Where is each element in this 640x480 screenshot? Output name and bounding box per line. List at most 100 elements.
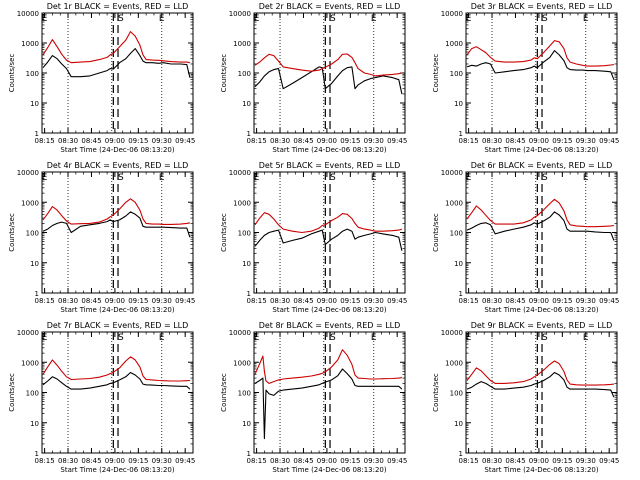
event-marker-label: E	[371, 14, 377, 24]
x-axis-label: Start Time (24-Dec-06 08:13:20)	[272, 306, 386, 314]
event-marker-label: E	[371, 333, 377, 343]
y-axis-label: Counts/sec	[220, 373, 228, 412]
x-tick-label: 09:00	[317, 457, 337, 465]
event-marker-label: S	[118, 333, 124, 343]
x-tick-label: 09:00	[317, 297, 337, 305]
x-axis-label: Start Time (24-Dec-06 08:13:20)	[272, 146, 386, 154]
x-axis-label: Start Time (24-Dec-06 08:13:20)	[60, 146, 174, 154]
plot-title: Det 3r BLACK = Events, RED = LLD	[471, 2, 613, 11]
detector-plot: Det 4r BLACK = Events, RED = LLD 1 10 100 10…	[8, 161, 195, 314]
y-tick-label: 100	[450, 390, 463, 398]
event-marker-label: E	[254, 173, 260, 183]
y-axis-label: Counts/sec	[432, 373, 440, 412]
event-marker-label: E	[159, 14, 165, 24]
event-marker-label: S	[542, 173, 548, 183]
x-tick-label: 09:15	[340, 297, 360, 305]
x-tick-label: 09:15	[128, 297, 148, 305]
x-tick-label: 08:30	[270, 297, 290, 305]
x-axis-label: Start Time (24-Dec-06 08:13:20)	[60, 466, 174, 474]
x-tick-label: 09:45	[175, 297, 195, 305]
y-tick-label: 10000	[441, 169, 463, 177]
x-tick-label: 08:45	[505, 297, 525, 305]
detector-plot: Det 5r BLACK = Events, RED = LLD 1 10 100 10…	[220, 161, 407, 314]
x-tick-label: 08:45	[505, 457, 525, 465]
events-series-line	[466, 211, 615, 241]
x-axis-label: Start Time (24-Dec-06 08:13:20)	[60, 306, 174, 314]
y-tick-label: 10000	[17, 329, 39, 337]
y-axis-label: Counts/sec	[220, 213, 228, 252]
x-tick-label: 08:30	[482, 137, 502, 145]
events-series-line	[466, 371, 615, 398]
x-tick-label: 09:30	[364, 297, 384, 305]
detector-plot: Det 1r BLACK = Events, RED = LLD 1 10 100 10…	[8, 2, 195, 154]
x-tick-label: 09:30	[576, 457, 596, 465]
y-tick-label: 100	[26, 390, 39, 398]
x-tick-label: 08:30	[58, 457, 78, 465]
y-tick-label: 100	[450, 70, 463, 78]
y-tick-label: 10	[242, 260, 251, 268]
detector-plot: Det 6r BLACK = Events, RED = LLD 1 10 100 10…	[432, 161, 619, 314]
x-tick-label: 09:00	[529, 137, 549, 145]
x-tick-label: 09:15	[340, 137, 360, 145]
y-axis-label: Counts/sec	[8, 373, 16, 412]
x-tick-label: 09:00	[105, 297, 125, 305]
events-series-line	[254, 66, 403, 95]
lld-series-line	[254, 349, 402, 384]
y-tick-label: 1000	[445, 199, 463, 207]
x-tick-label: 09:45	[599, 457, 619, 465]
y-tick-label: 10000	[441, 329, 463, 337]
event-marker-label: E	[42, 173, 48, 183]
detector-plot: Det 7r BLACK = Events, RED = LLD 1 10 100 10…	[8, 321, 195, 474]
x-tick-label: 09:15	[552, 457, 572, 465]
event-marker-label: E	[159, 173, 165, 183]
y-tick-label: 10	[30, 260, 39, 268]
lld-series-line	[42, 198, 191, 225]
detector-plot: Det 3r BLACK = Events, RED = LLD 1 10 100 10…	[432, 2, 619, 154]
x-tick-label: 08:15	[459, 297, 479, 305]
plot-title: Det 9r BLACK = Events, RED = LLD	[471, 321, 613, 330]
y-tick-label: 1000	[445, 359, 463, 367]
x-tick-label: 09:00	[529, 297, 549, 305]
events-series-line	[254, 228, 403, 251]
events-series-line	[42, 371, 191, 390]
x-tick-label: 08:15	[459, 457, 479, 465]
x-tick-label: 09:30	[576, 137, 596, 145]
y-tick-label: 1000	[21, 40, 39, 48]
detector-plot: Det 2r BLACK = Events, RED = LLD 1 10 100 10…	[220, 2, 407, 154]
x-tick-label: 08:15	[35, 457, 55, 465]
x-tick-label: 08:15	[35, 137, 55, 145]
x-tick-label: 08:30	[58, 137, 78, 145]
event-marker-label: E	[371, 173, 377, 183]
y-tick-label: 100	[26, 230, 39, 238]
x-tick-label: 09:45	[599, 137, 619, 145]
y-axis-label: Counts/sec	[432, 54, 440, 93]
x-tick-label: 09:45	[599, 297, 619, 305]
plot-title: Det 2r BLACK = Events, RED = LLD	[259, 2, 401, 11]
event-marker-label: S	[330, 173, 336, 183]
y-tick-label: 1	[247, 450, 251, 458]
x-tick-label: 08:30	[482, 457, 502, 465]
event-marker-label: E	[583, 333, 589, 343]
x-tick-label: 09:00	[529, 457, 549, 465]
events-series-line	[254, 368, 403, 440]
event-marker-label: E	[42, 14, 48, 24]
event-marker-label: S	[330, 14, 336, 24]
x-tick-label: 09:45	[387, 297, 407, 305]
y-tick-label: 1	[459, 130, 463, 138]
y-axis-label: Counts/sec	[8, 213, 16, 252]
y-tick-label: 100	[238, 70, 251, 78]
y-tick-label: 10	[454, 420, 463, 428]
y-tick-label: 1000	[233, 359, 251, 367]
event-marker-label: E	[254, 14, 260, 24]
event-marker-label: E	[42, 333, 48, 343]
x-tick-label: 09:45	[387, 137, 407, 145]
x-tick-label: 09:15	[128, 137, 148, 145]
plot-title: Det 1r BLACK = Events, RED = LLD	[47, 2, 189, 11]
lld-series-line	[466, 40, 614, 67]
plot-title: Det 7r BLACK = Events, RED = LLD	[47, 321, 189, 330]
x-tick-label: 09:45	[175, 137, 195, 145]
y-tick-label: 1	[247, 290, 251, 298]
x-tick-label: 08:15	[247, 297, 267, 305]
y-tick-label: 100	[26, 70, 39, 78]
y-tick-label: 1000	[21, 199, 39, 207]
